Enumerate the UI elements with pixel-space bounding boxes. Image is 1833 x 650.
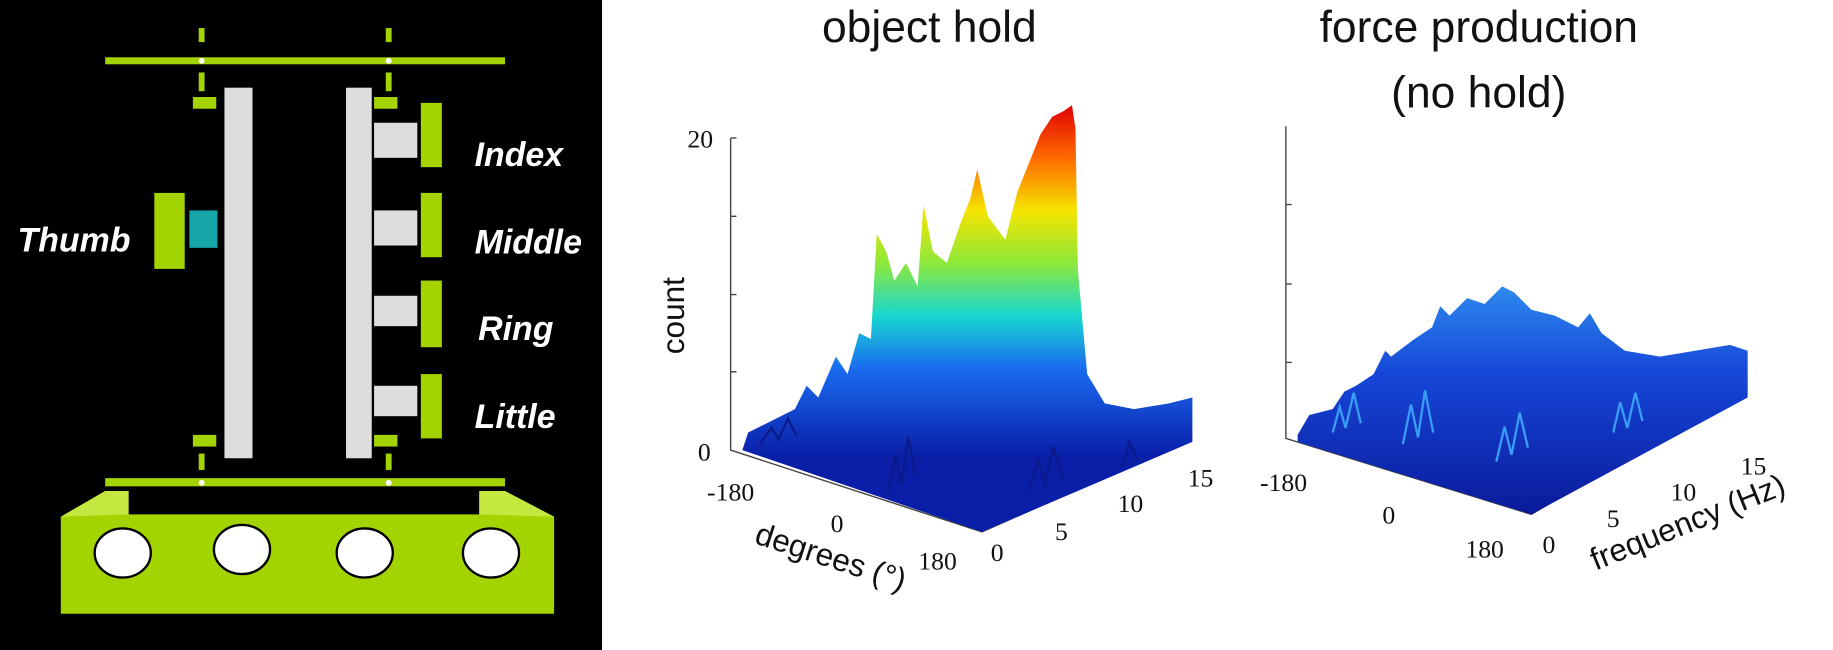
z-tick-label: 5	[1607, 504, 1620, 533]
finger-label: Little	[475, 398, 556, 436]
z-tick-label: 15	[1188, 463, 1214, 492]
x-tick-label: -180	[1260, 468, 1307, 497]
y-tick-label: 20	[687, 124, 713, 153]
x-tick-label: 0	[1382, 501, 1395, 530]
y-tick-label: 0	[698, 438, 711, 467]
surface	[742, 105, 1193, 532]
z-tick-label: 10	[1671, 477, 1697, 506]
surface-plot: object hold 20 0 count -180 0 180 degree…	[655, 3, 1214, 598]
x-tick-label: 0	[831, 509, 844, 538]
z-tick-label: 5	[1055, 517, 1068, 546]
z-tick-label: 15	[1741, 452, 1767, 481]
z-tick-label: 10	[1118, 489, 1144, 518]
x-tick-label: -180	[707, 477, 754, 506]
z-tick-label: 0	[1543, 530, 1556, 559]
tick	[1285, 203, 1292, 364]
finger-label: Thumb	[18, 221, 131, 259]
surface-shade	[1331, 390, 1644, 463]
x-tick-label: 180	[1465, 535, 1504, 564]
y-axis-label: count	[655, 277, 691, 354]
finger-label: Index	[475, 136, 565, 174]
finger-label: Ring	[478, 310, 554, 348]
surface-shade	[758, 415, 1139, 492]
tick	[730, 137, 737, 373]
plot-title: object hold	[822, 3, 1037, 52]
surface	[1297, 286, 1748, 515]
plot-title: force production	[1320, 3, 1638, 52]
z-tick-label: 0	[991, 538, 1004, 567]
plot-title: (no hold)	[1391, 69, 1566, 118]
apparatus-diagram: Thumb Index Middle Ring Little	[0, 0, 603, 650]
finger-label: Middle	[475, 224, 582, 262]
surface-plot: force production (no hold) -180 0 180 0 …	[1260, 3, 1790, 577]
x-tick-label: 180	[918, 546, 957, 575]
